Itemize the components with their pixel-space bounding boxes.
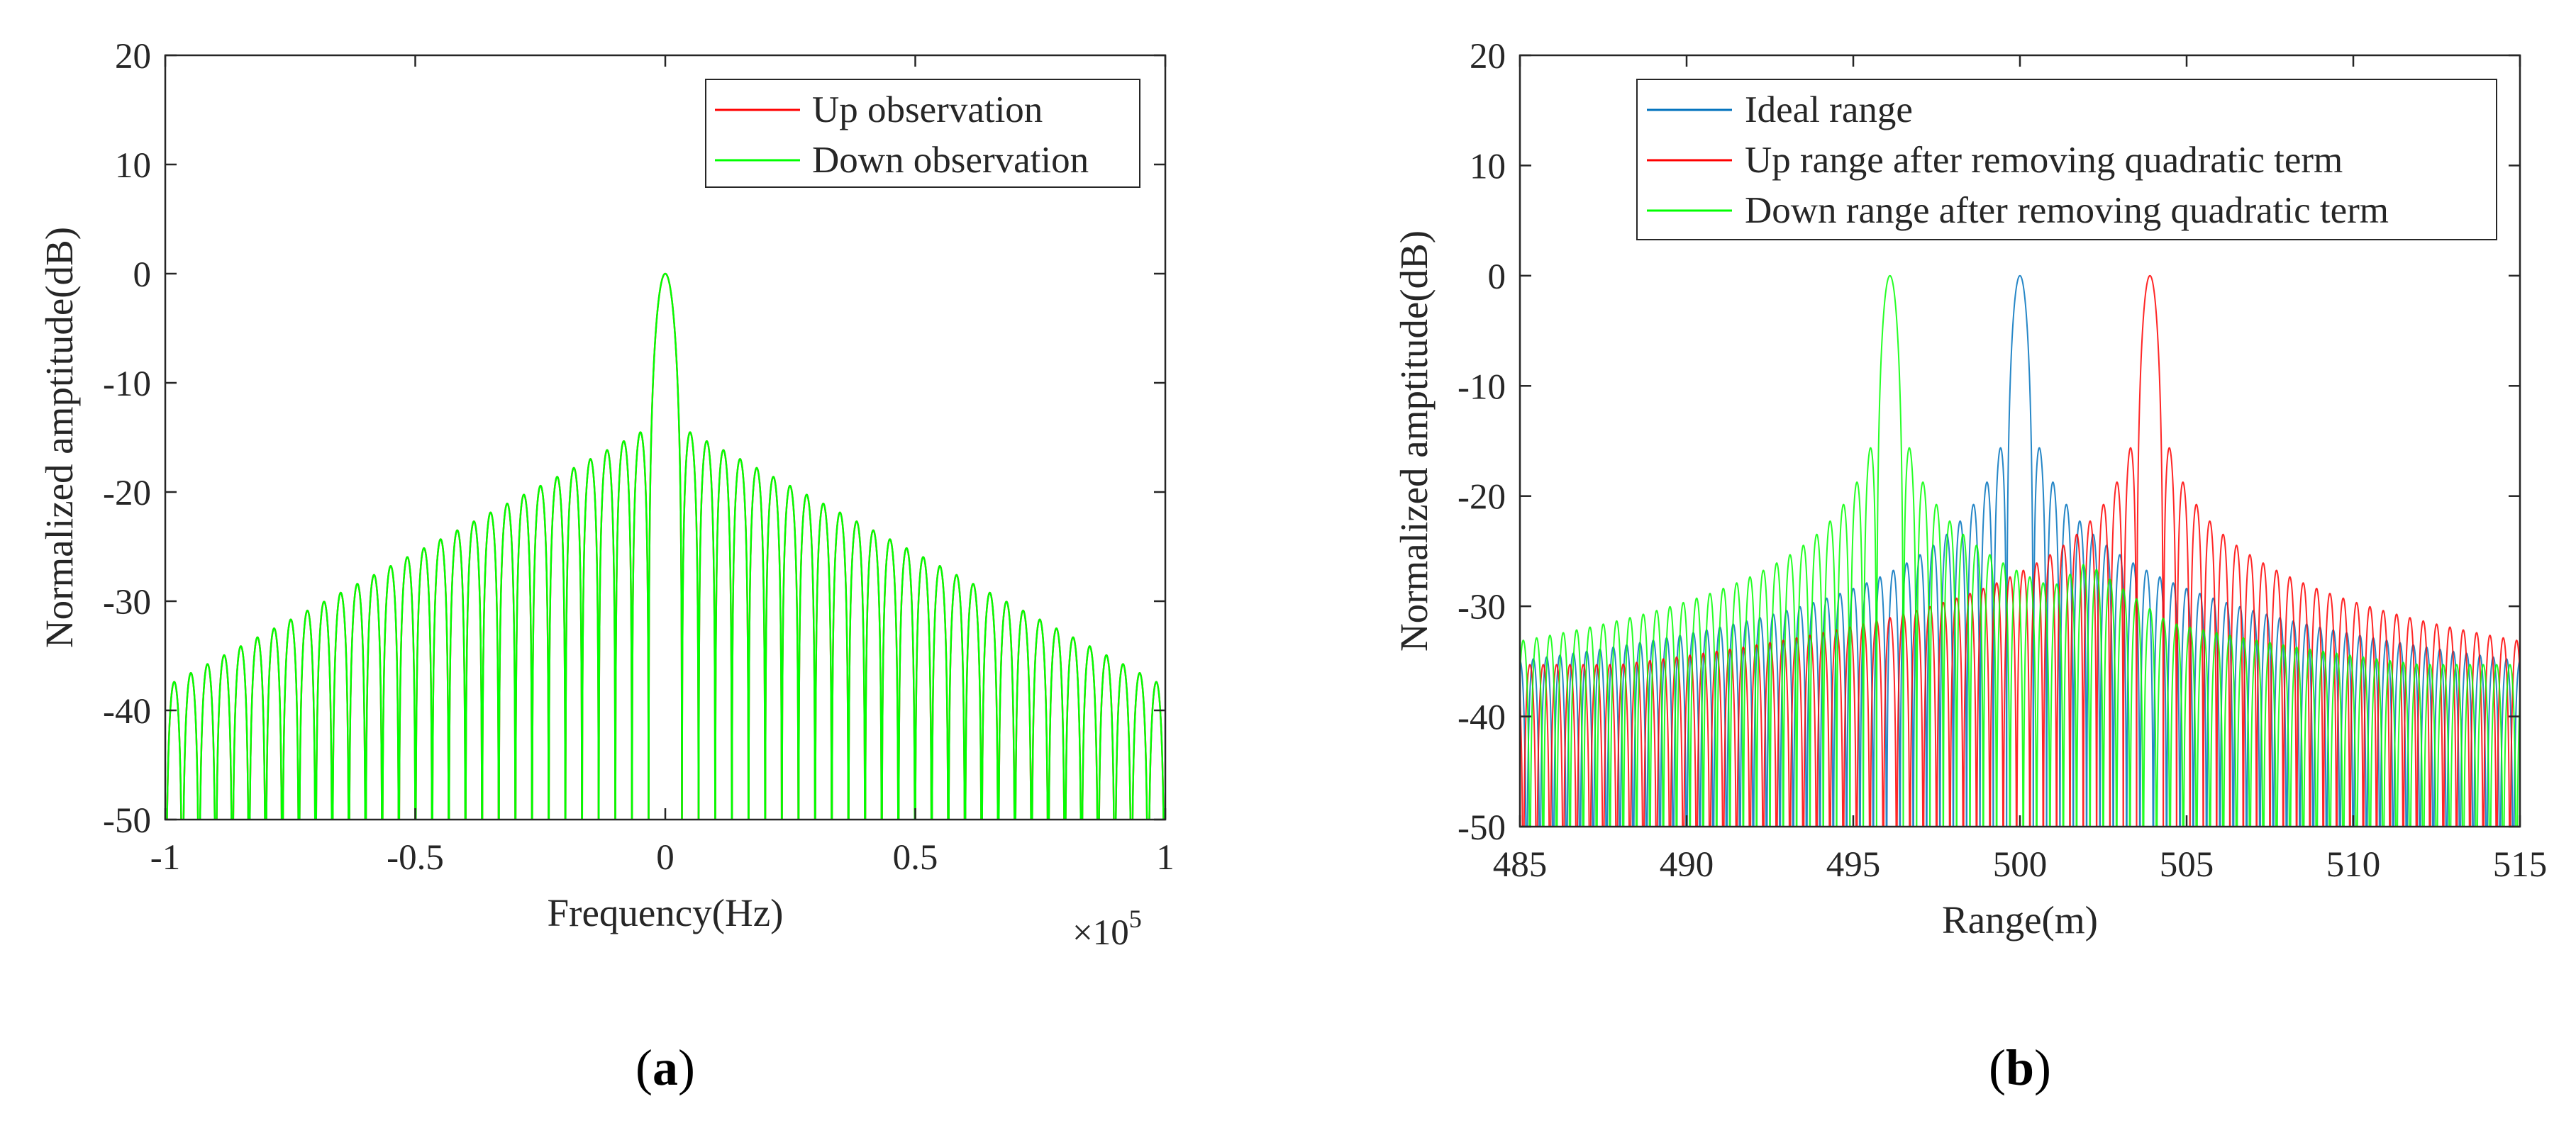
x-tick-label-b: 490 [1660, 845, 1714, 885]
legend-b: Ideal range Up range after removing quad… [1636, 79, 2497, 240]
y-tick-label-a: 0 [133, 255, 152, 295]
series-group-a [166, 272, 1165, 820]
legend-box-b [1636, 79, 2497, 240]
series-line-a-down-observation [166, 272, 1165, 820]
y-tick-label-a: -20 [103, 474, 151, 513]
legend-entry-down-observation: Down observation [812, 140, 1089, 181]
panel-label-b: (b) [1989, 1039, 2051, 1096]
x-tick-label-a: 0.5 [893, 838, 938, 878]
y-tick-label-b: 20 [1470, 37, 1506, 77]
series-line-b-down-range-after-removing-quadratic-term [1520, 274, 2520, 827]
y-tick-label-a: -30 [103, 583, 151, 622]
x-exponent-base-a: ×10 [1072, 913, 1129, 953]
y-axis-label-a: Normalized amptitude(dB) [38, 227, 81, 648]
ticks-b: 485 490 495 500 505 510 515 20 10 0 -10 -20 -30 -40 -5… [1458, 37, 2547, 885]
legend-entry-up-observation: Up observation [812, 89, 1043, 130]
y-tick-label-a: -10 [103, 364, 151, 404]
y-tick-label-b: -20 [1458, 478, 1506, 518]
x-tick-label-a: 1 [1156, 838, 1175, 878]
chart-a: -1 -0.5 0 0.5 1 20 10 0 -10 -20 -30 -40 -50 Frequenc… [38, 37, 1175, 953]
panel-letter-b: b [2006, 1039, 2034, 1096]
chart-b: 485 490 495 500 505 510 515 20 10 0 -10 -20 -30 -40 -5… [1392, 37, 2547, 942]
y-axis-label-b: Normalized amptitude(dB) [1392, 230, 1436, 652]
y-tick-label-a: -50 [103, 801, 151, 841]
x-exponent-label-a: ×105 [1072, 905, 1142, 953]
x-tick-label-a: -0.5 [387, 838, 444, 878]
x-exponent-power-a: 5 [1129, 905, 1142, 933]
x-tick-label-b: 495 [1826, 845, 1881, 885]
y-tick-label-b: 10 [1470, 147, 1506, 186]
y-tick-label-a: 20 [115, 37, 151, 77]
x-tick-label-b: 500 [1993, 845, 2048, 885]
y-tick-label-a: 10 [115, 146, 151, 186]
y-tick-label-b: 0 [1488, 257, 1506, 297]
panel-label-a: (a) [635, 1039, 695, 1096]
legend-entry-up-range: Up range after removing quadratic term [1745, 140, 2343, 181]
x-tick-label-b: 485 [1493, 845, 1548, 885]
legend-a: Up observation Down observation [705, 79, 1140, 188]
legend-box-a [705, 79, 1140, 188]
y-tick-label-b: -50 [1458, 808, 1506, 848]
y-tick-label-b: -10 [1458, 367, 1506, 407]
x-tick-label-b: 505 [2160, 845, 2214, 885]
legend-entry-ideal-range: Ideal range [1745, 89, 1913, 130]
x-axis-label-a: Frequency(Hz) [548, 891, 784, 934]
series-group-b [1520, 274, 2520, 827]
y-tick-label-b: -30 [1458, 588, 1506, 627]
x-tick-label-a: -1 [150, 838, 180, 878]
x-tick-label-b: 515 [2493, 845, 2548, 885]
ticks-a: -1 -0.5 0 0.5 1 20 10 0 -10 -20 -30 -40 -50 [103, 37, 1175, 878]
y-tick-label-a: -40 [103, 692, 151, 732]
x-tick-label-a: 0 [656, 838, 674, 878]
y-tick-label-b: -40 [1458, 698, 1506, 738]
x-tick-label-b: 510 [2326, 845, 2381, 885]
panel-letter-a: a [653, 1039, 678, 1096]
x-axis-label-b: Range(m) [1942, 898, 2098, 942]
legend-entry-down-range: Down range after removing quadratic term [1745, 190, 2389, 231]
series-line-b-ideal-range [1520, 274, 2520, 827]
